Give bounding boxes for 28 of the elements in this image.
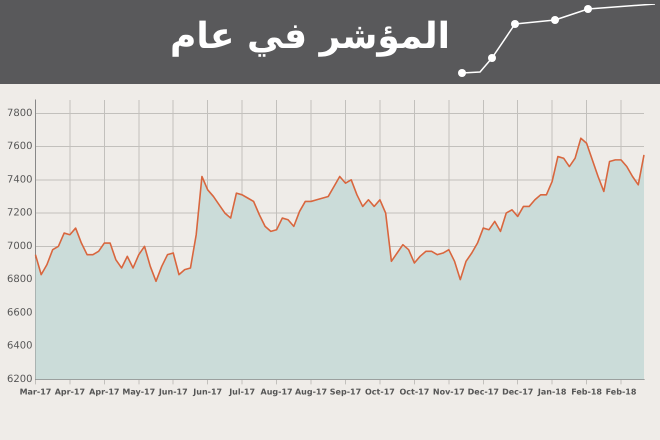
- x-tick-label: Apr-17: [89, 387, 120, 396]
- x-tick-label: Mar-17: [20, 387, 52, 396]
- x-tick-label: Nov-17: [432, 387, 465, 396]
- y-tick-label: 7400: [6, 174, 32, 186]
- y-tick-label: 7800: [6, 108, 32, 119]
- x-tick-label: Feb-18: [571, 387, 602, 396]
- x-tick-label: Jan-18: [536, 387, 567, 396]
- x-tick-label: Oct-17: [365, 387, 395, 396]
- x-tick-label: Aug-17: [260, 387, 293, 396]
- x-tick-label: Dec-17: [502, 387, 534, 396]
- x-tick-label: Sep-17: [330, 387, 362, 396]
- x-tick-label: Oct-17: [399, 387, 430, 396]
- x-tick-label: Dec-17: [468, 387, 499, 396]
- x-tick-label: Feb-18: [606, 387, 637, 396]
- y-tick-label: 7200: [6, 208, 32, 219]
- x-tick-label: Apr-17: [54, 387, 86, 396]
- y-tick-label: 7600: [6, 141, 32, 152]
- x-tick-label: Jul-17: [228, 387, 256, 396]
- chart-title: المؤشر في عام: [169, 16, 451, 57]
- y-tick-label: 6200: [6, 374, 32, 385]
- y-tick-label: 6800: [6, 274, 32, 286]
- y-tick-label: 7000: [6, 240, 32, 252]
- x-tick-label: Jun-17: [192, 387, 222, 396]
- x-tick-label: May-17: [122, 387, 156, 396]
- y-tick-label: 6600: [6, 307, 32, 318]
- x-tick-label: Jun-17: [158, 387, 188, 396]
- x-tick-label: Aug-17: [294, 387, 328, 396]
- y-tick-label: 6400: [6, 340, 32, 352]
